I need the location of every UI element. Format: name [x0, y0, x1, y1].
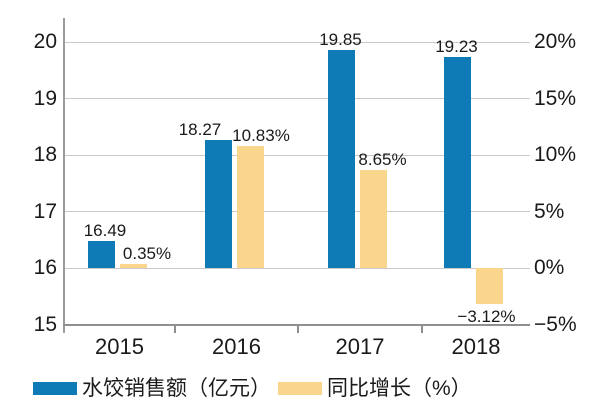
y-axis-left-label: 18	[33, 143, 57, 167]
bar-sales	[444, 57, 471, 269]
y-axis-left-label: 16	[33, 256, 57, 280]
value-label: −3.12%	[457, 306, 516, 326]
gridline	[64, 41, 530, 43]
value-label: 18.27	[178, 119, 222, 139]
gridline	[64, 211, 530, 213]
x-axis-label: 2015	[95, 334, 144, 359]
value-label: 19.85	[319, 30, 362, 50]
bar-sales	[87, 240, 115, 269]
legend-label: 水饺销售额（亿元）	[82, 377, 271, 400]
growth-legend-swatch	[278, 382, 322, 395]
y-axis-right-label: 20%	[534, 30, 577, 53]
x-axis-tick	[297, 326, 299, 333]
bar-growth	[360, 170, 387, 269]
y-axis-right-label: 10%	[534, 143, 577, 167]
value-label: 16.49	[83, 220, 127, 240]
bar-sales	[204, 139, 232, 269]
y-axis-left-label: 15	[33, 313, 57, 336]
y-axis-right-label: 5%	[534, 199, 565, 223]
value-label: 19.23	[435, 37, 478, 57]
x-axis-label: 2017	[335, 334, 385, 359]
value-label: 0.35%	[122, 244, 172, 264]
gridline	[64, 267, 530, 269]
x-axis-tick	[421, 326, 423, 333]
gridline	[64, 154, 530, 156]
sales-legend-swatch	[33, 382, 77, 395]
y-axis-right-label: 15%	[534, 86, 577, 110]
bar-growth	[476, 268, 503, 304]
y-axis-left-label: 17	[33, 199, 57, 223]
value-label: 8.65%	[358, 150, 407, 170]
x-axis-label: 2016	[212, 334, 261, 359]
y-axis-left-label: 20	[33, 30, 57, 53]
bar-growth	[119, 264, 147, 269]
y-axis-left-label: 19	[33, 86, 57, 110]
bar-growth	[236, 145, 264, 269]
legend-label: 同比增长（%）	[327, 377, 472, 400]
y-axis-right-label: 0%	[534, 256, 565, 280]
bar-sales	[328, 50, 355, 269]
x-axis-tick	[174, 326, 176, 333]
y-axis-line	[63, 18, 65, 333]
y-axis-right-label: −5%	[534, 313, 577, 336]
x-axis-line	[63, 324, 530, 326]
value-label: 10.83%	[232, 125, 290, 145]
gridline	[64, 98, 530, 100]
x-axis-label: 2018	[451, 334, 501, 359]
